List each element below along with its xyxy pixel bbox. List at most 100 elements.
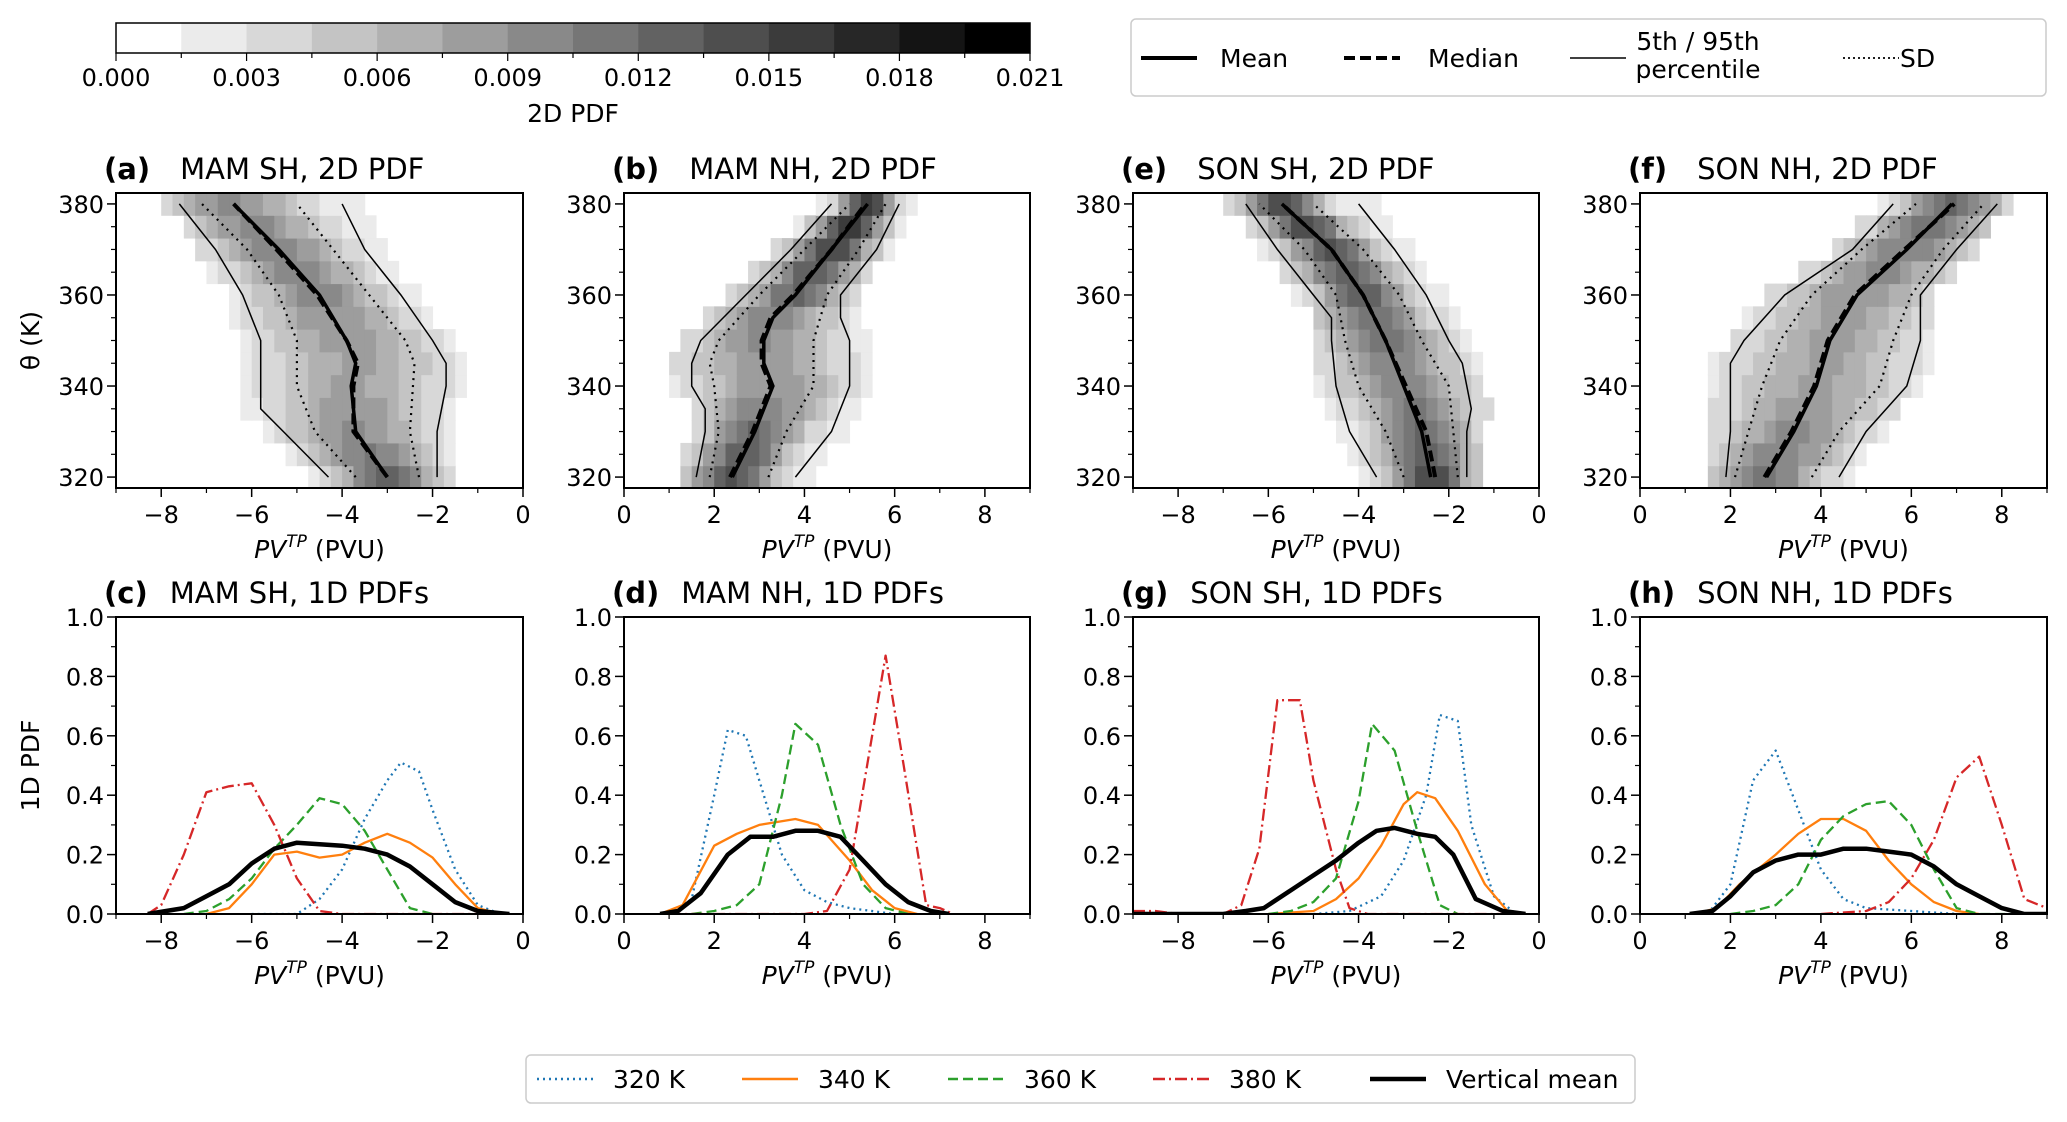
heatmap-cell — [296, 329, 309, 353]
heatmap-cell — [1460, 442, 1472, 467]
heatmap-cell — [1832, 420, 1844, 444]
heatmap-cell — [330, 283, 343, 307]
heatmap-cell — [195, 215, 207, 239]
heatmap-cell — [1730, 420, 1743, 444]
heatmap-cell — [1911, 238, 1924, 262]
heatmap-cell — [443, 374, 456, 398]
heatmap-cell — [1223, 193, 1235, 216]
heatmap-cell — [1414, 374, 1427, 398]
heatmap-cell — [1471, 442, 1484, 467]
heatmap-cell — [342, 442, 354, 467]
heatmap-cell — [827, 215, 839, 239]
heatmap-cell — [838, 329, 851, 353]
heatmap-cell — [1843, 283, 1856, 307]
heatmap-cell — [1336, 260, 1348, 285]
heatmap-cell — [387, 442, 400, 467]
heatmap-cell — [1832, 465, 1844, 488]
heatmap-cell — [319, 397, 332, 421]
heatmap-cell — [1324, 306, 1337, 330]
heatmap-cell — [1854, 306, 1867, 330]
heatmap-cell — [319, 465, 332, 488]
heatmap-cell — [1358, 306, 1371, 330]
heatmap-cell — [1414, 329, 1427, 353]
heatmap-cell — [1245, 215, 1258, 239]
heatmap-cell — [421, 397, 434, 421]
heatmap-cell — [1900, 260, 1912, 285]
heatmap-cell — [759, 283, 772, 307]
series-line-380-k — [147, 782, 501, 914]
heatmap-cell — [398, 351, 411, 376]
heatmap-cell — [1426, 374, 1438, 398]
series-line-vertical-mean — [1689, 846, 2047, 914]
colorbar-bin — [377, 23, 443, 53]
heatmap-cell — [1279, 238, 1292, 262]
heatmap-cell — [296, 260, 309, 285]
colorbar-bin — [311, 23, 378, 53]
y-tick-label: 0.2 — [1590, 842, 1628, 870]
colorbar-tick-label: 0.006 — [343, 64, 412, 92]
heatmap-cell — [262, 306, 275, 330]
heatmap-cell — [1707, 465, 1720, 488]
heatmap-cell — [285, 260, 298, 285]
heatmap-cell — [1290, 238, 1303, 262]
heatmap-cell — [1719, 442, 1731, 467]
panel-f: 0 2 4 6 8 320 340 360 380(f) SON NH, 2D PDF PVTP (… — [1582, 152, 2048, 564]
heatmap-cell — [364, 397, 377, 421]
heatmap-cell — [1392, 397, 1405, 421]
line-sd-low — [1733, 203, 1917, 478]
heatmap-cell — [702, 465, 715, 488]
heatmap-cell — [736, 329, 749, 353]
heatmap-cell — [1877, 351, 1890, 376]
heatmap-cell — [398, 465, 411, 488]
heatmap-cell — [1820, 283, 1833, 307]
colorbar-bin — [442, 23, 509, 53]
x-tick-label: 4 — [797, 501, 812, 529]
heatmap-cell — [1437, 397, 1450, 421]
heatmap-cell — [262, 215, 275, 239]
heatmap-cell — [815, 215, 828, 239]
heatmap-cell — [330, 374, 343, 398]
heatmap-cell — [1820, 351, 1833, 376]
heatmap-cell — [296, 420, 309, 444]
heatmap-cell — [1730, 442, 1743, 467]
line-sd-high — [1312, 203, 1459, 478]
heatmap-cell — [285, 283, 298, 307]
heatmap-cell — [1967, 193, 1980, 216]
heatmap-cell — [1313, 374, 1326, 398]
heatmap-cell — [781, 465, 794, 488]
heatmap-cell — [1922, 283, 1935, 307]
heatmap-cell — [364, 329, 377, 353]
heatmap-cell — [398, 397, 411, 421]
heatmap-cell — [1933, 193, 1946, 216]
heatmap-cell — [1888, 260, 1901, 285]
heatmap-cell — [1426, 329, 1438, 353]
x-tick-label: 6 — [1904, 501, 1919, 529]
heatmap-cell — [1877, 420, 1890, 444]
heatmap-cell — [206, 215, 219, 239]
colorbar-tick-label: 0.012 — [604, 64, 673, 92]
heatmap-cell — [1369, 215, 1382, 239]
heatmap-cell — [398, 442, 411, 467]
heatmap-cell — [1945, 215, 1958, 239]
heatmap-cell — [206, 260, 219, 285]
heatmap-cell — [1888, 283, 1901, 307]
heatmap-cell — [1820, 374, 1833, 398]
x-axis-label: PVTP (PVU) — [1271, 958, 1402, 990]
heatmap-cell — [285, 374, 298, 398]
heatmap-cell — [330, 351, 343, 376]
heatmap-cell — [296, 306, 309, 330]
heatmap-cell — [1471, 374, 1484, 398]
heatmap-cell — [1911, 351, 1924, 376]
heatmap-cell — [229, 283, 241, 307]
heatmap-cell — [1922, 238, 1935, 262]
heatmap-cell — [409, 420, 422, 444]
heatmap-cell — [274, 283, 287, 307]
x-label-unit: (PVU) — [1831, 961, 1909, 990]
heatmap-cell — [1843, 238, 1856, 262]
x-tick-label: −4 — [324, 927, 359, 955]
heatmap-cell — [1448, 306, 1461, 330]
heatmap-cell — [736, 306, 749, 330]
y-tick-label: 0.0 — [66, 901, 104, 929]
heatmap-cell — [1426, 351, 1438, 376]
heatmap-cell — [342, 283, 354, 307]
